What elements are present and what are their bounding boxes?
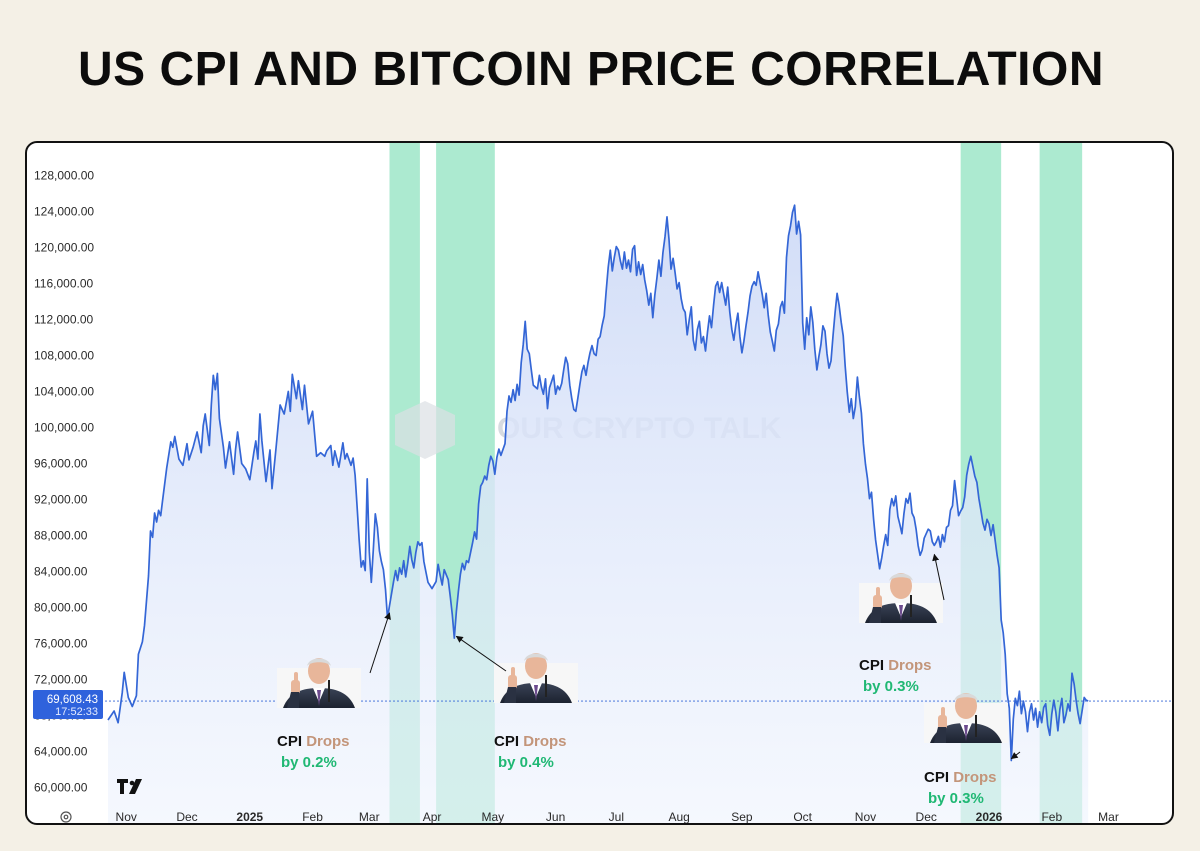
x-tick-label: Oct [793,810,812,823]
annotation-cpi-text: CPI Drops [859,657,932,674]
powell-thumbs-up-icon [277,658,361,708]
powell-thumbs-up-icon [859,573,943,623]
x-tick-label: Dec [916,810,937,823]
y-tick-label: 104,000.00 [34,385,94,399]
page-title: US CPI AND BITCOIN PRICE CORRELATION [77,43,1105,96]
cpi-annotation-3: CPI Drops by 0.3% [859,553,945,695]
x-tick-label: Nov [855,810,876,823]
cpi-annotation-4: CPI Drops by 0.3% [924,693,1021,807]
annotation-by-text: by 0.3% [863,678,919,695]
x-tick-label: Mar [1098,810,1119,823]
watermark-logo-icon [395,401,455,459]
x-tick-label: Jun [546,810,565,823]
annotation-arrow [932,553,945,601]
x-tick-label: 2026 [976,810,1003,823]
powell-thumbs-up-icon [924,693,1008,743]
current-price-value: 69,608.43 [47,694,98,706]
chart-frame: OUR CRYPTO TALK 60,000.0064,000.0068,000… [25,141,1174,825]
annotation-cpi-text: CPI Drops [924,769,997,786]
x-axis: Nov Dec 2025 Feb Mar Apr May Jun Jul Aug Sep Oct Nov… [116,810,1119,823]
bitcoin-price-chart: OUR CRYPTO TALK 60,000.0064,000.0068,000… [33,143,1172,823]
x-tick-label: Feb [1041,810,1062,823]
settings-gear-icon[interactable] [60,811,72,823]
y-tick-label: 72,000.00 [34,673,88,687]
y-tick-label: 108,000.00 [34,349,94,363]
x-tick-label: Nov [116,810,137,823]
price-countdown: 17:52:33 [55,706,98,718]
annotation-cpi-word: CPI [924,769,953,786]
y-tick-label: 92,000.00 [34,493,88,507]
x-tick-label: May [481,810,504,823]
y-tick-label: 88,000.00 [34,529,88,543]
annotation-drops-word: Drops [953,769,996,786]
annotation-arrow [1010,751,1021,760]
y-tick-label: 128,000.00 [34,169,94,183]
annotation-by-text: by 0.4% [498,754,554,771]
cpi-annotation-1: CPI Drops by 0.2% [277,612,391,771]
y-tick-label: 100,000.00 [34,421,94,435]
annotation-by-text: by 0.3% [928,790,984,807]
annotation-cpi-word: CPI [277,733,306,750]
y-tick-label: 60,000.00 [34,781,88,795]
y-tick-label: 96,000.00 [34,457,88,471]
y-tick-label: 112,000.00 [34,313,93,327]
x-tick-label: Aug [668,810,689,823]
y-tick-label: 84,000.00 [34,565,88,579]
annotation-cpi-text: CPI Drops [277,733,350,750]
annotation-drops-word: Drops [523,733,566,750]
annotation-cpi-text: CPI Drops [494,733,567,750]
powell-thumbs-up-icon [494,653,578,703]
x-tick-label: 2025 [236,810,263,823]
annotation-arrow [455,635,507,672]
annotation-drops-word: Drops [306,733,349,750]
x-tick-label: Dec [176,810,197,823]
annotation-drops-word: Drops [888,657,931,674]
x-tick-label: Jul [609,810,624,823]
annotation-cpi-word: CPI [859,657,888,674]
annotation-arrow [369,612,391,674]
y-tick-label: 116,000.00 [34,277,93,291]
y-tick-label: 64,000.00 [34,745,88,759]
price-label-box [33,690,103,720]
y-tick-label: 124,000.00 [34,205,94,219]
x-tick-label: Feb [302,810,323,823]
y-tick-label: 80,000.00 [34,601,88,615]
tradingview-logo-icon [117,779,142,794]
annotation-cpi-word: CPI [494,733,523,750]
y-tick-label: 120,000.00 [34,241,94,255]
annotation-by-text: by 0.2% [281,754,337,771]
y-tick-label: 76,000.00 [34,637,88,651]
x-tick-label: Mar [359,810,380,823]
x-tick-label: Apr [423,810,442,823]
cpi-annotation-2: CPI Drops by 0.4% [455,635,578,771]
price-series-line [107,204,1089,762]
x-tick-label: Sep [731,810,753,823]
